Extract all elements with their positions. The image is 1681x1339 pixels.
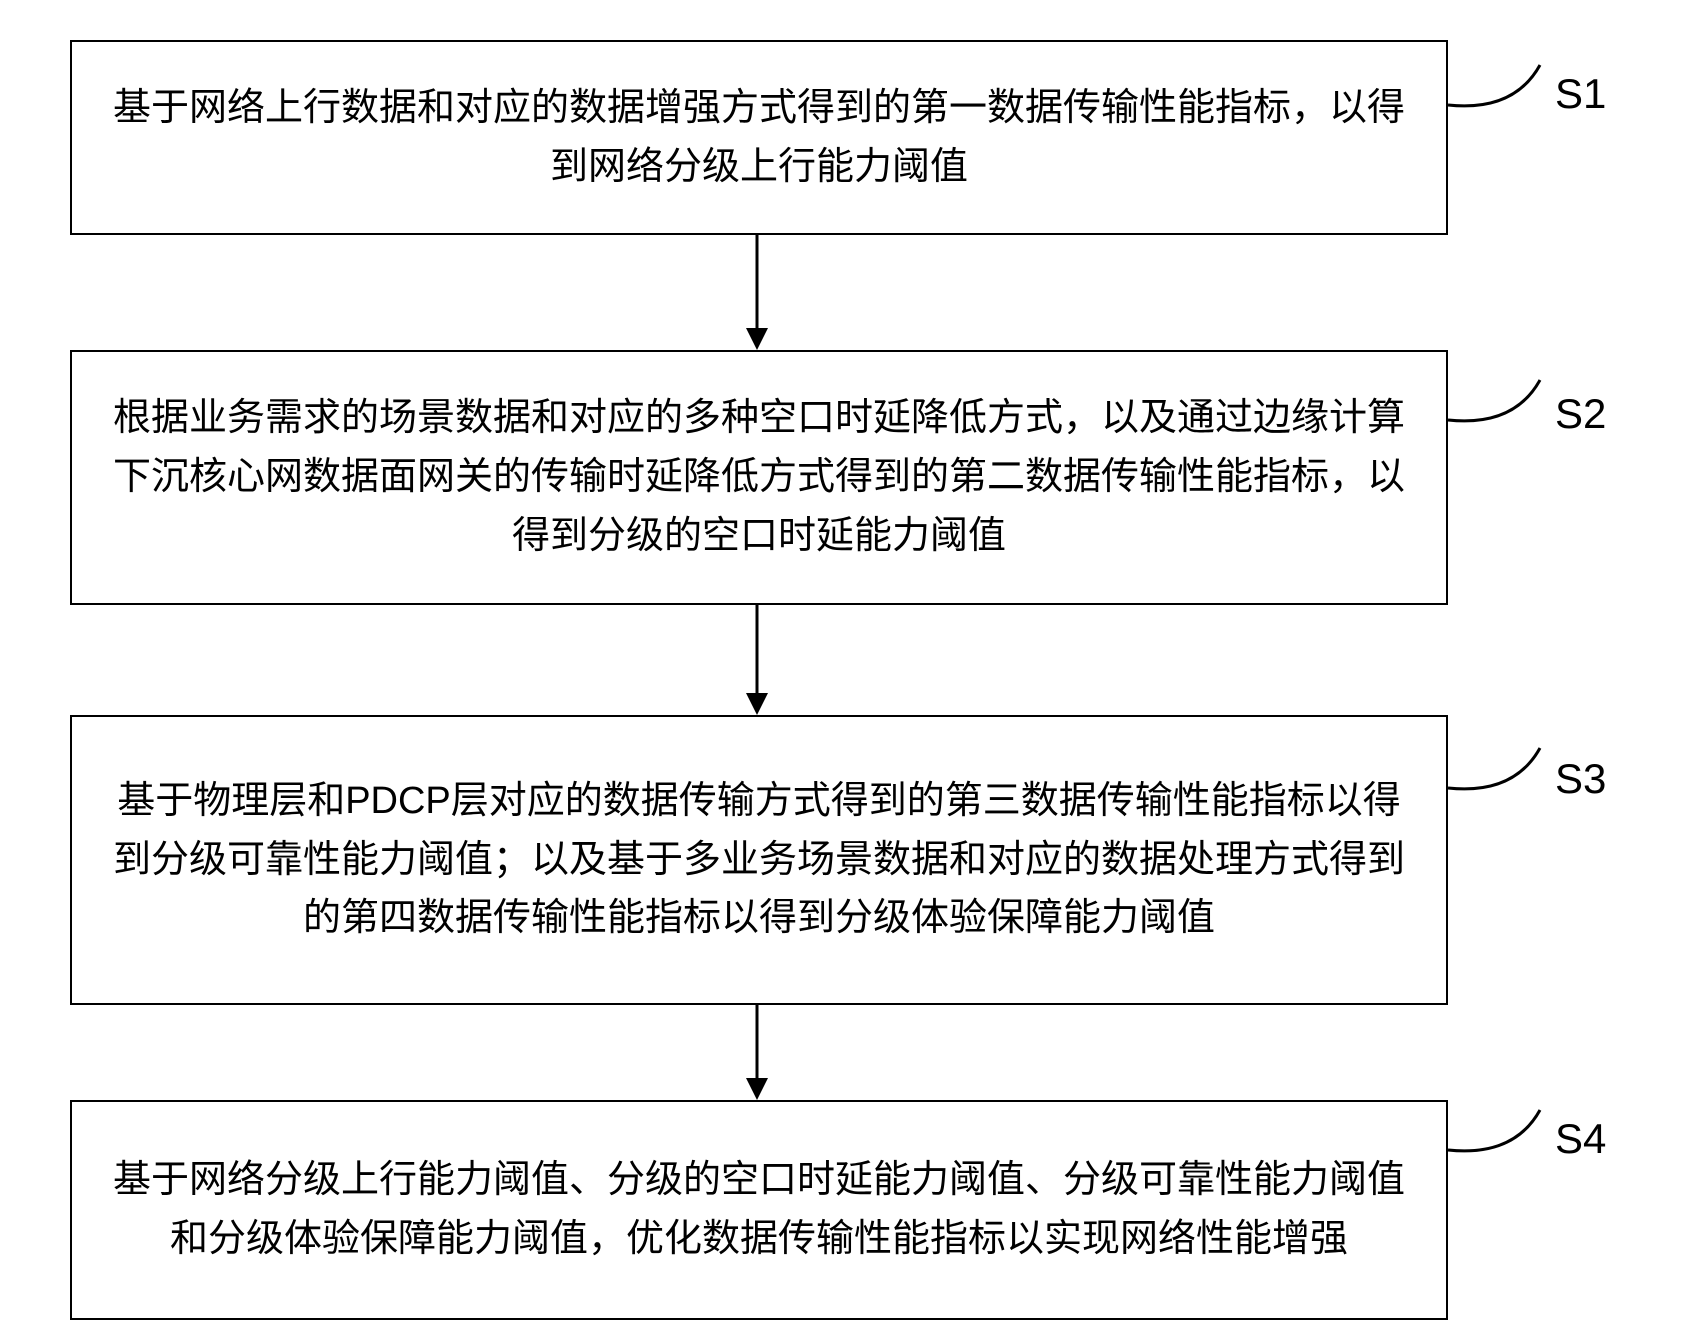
flow-arrow-s2-s3	[742, 605, 772, 715]
connector-s2	[1443, 330, 1545, 470]
step-label-s3: S3	[1555, 755, 1606, 803]
flow-step-s3-text: 基于物理层和PDCP层对应的数据传输方式得到的第三数据传输性能指标以得到分级可靠…	[102, 772, 1416, 949]
flow-step-s3: 基于物理层和PDCP层对应的数据传输方式得到的第三数据传输性能指标以得到分级可靠…	[70, 715, 1448, 1005]
flow-step-s1: 基于网络上行数据和对应的数据增强方式得到的第一数据传输性能指标，以得到网络分级上…	[70, 40, 1448, 235]
connector-s4	[1443, 1060, 1545, 1200]
step-label-s2: S2	[1555, 390, 1606, 438]
flow-step-s4-text: 基于网络分级上行能力阈值、分级的空口时延能力阈值、分级可靠性能力阈值和分级体验保…	[102, 1151, 1416, 1269]
flow-step-s2-text: 根据业务需求的场景数据和对应的多种空口时延降低方式，以及通过边缘计算下沉核心网数…	[102, 389, 1416, 566]
step-label-s1: S1	[1555, 70, 1606, 118]
flow-arrow-s1-s2	[742, 235, 772, 350]
flow-arrow-s3-s4	[742, 1005, 772, 1100]
flow-step-s2: 根据业务需求的场景数据和对应的多种空口时延降低方式，以及通过边缘计算下沉核心网数…	[70, 350, 1448, 605]
connector-s3	[1443, 698, 1545, 838]
step-label-s4: S4	[1555, 1115, 1606, 1163]
connector-s1	[1443, 15, 1545, 155]
flow-step-s4: 基于网络分级上行能力阈值、分级的空口时延能力阈值、分级可靠性能力阈值和分级体验保…	[70, 1100, 1448, 1320]
flow-step-s1-text: 基于网络上行数据和对应的数据增强方式得到的第一数据传输性能指标，以得到网络分级上…	[102, 79, 1416, 197]
